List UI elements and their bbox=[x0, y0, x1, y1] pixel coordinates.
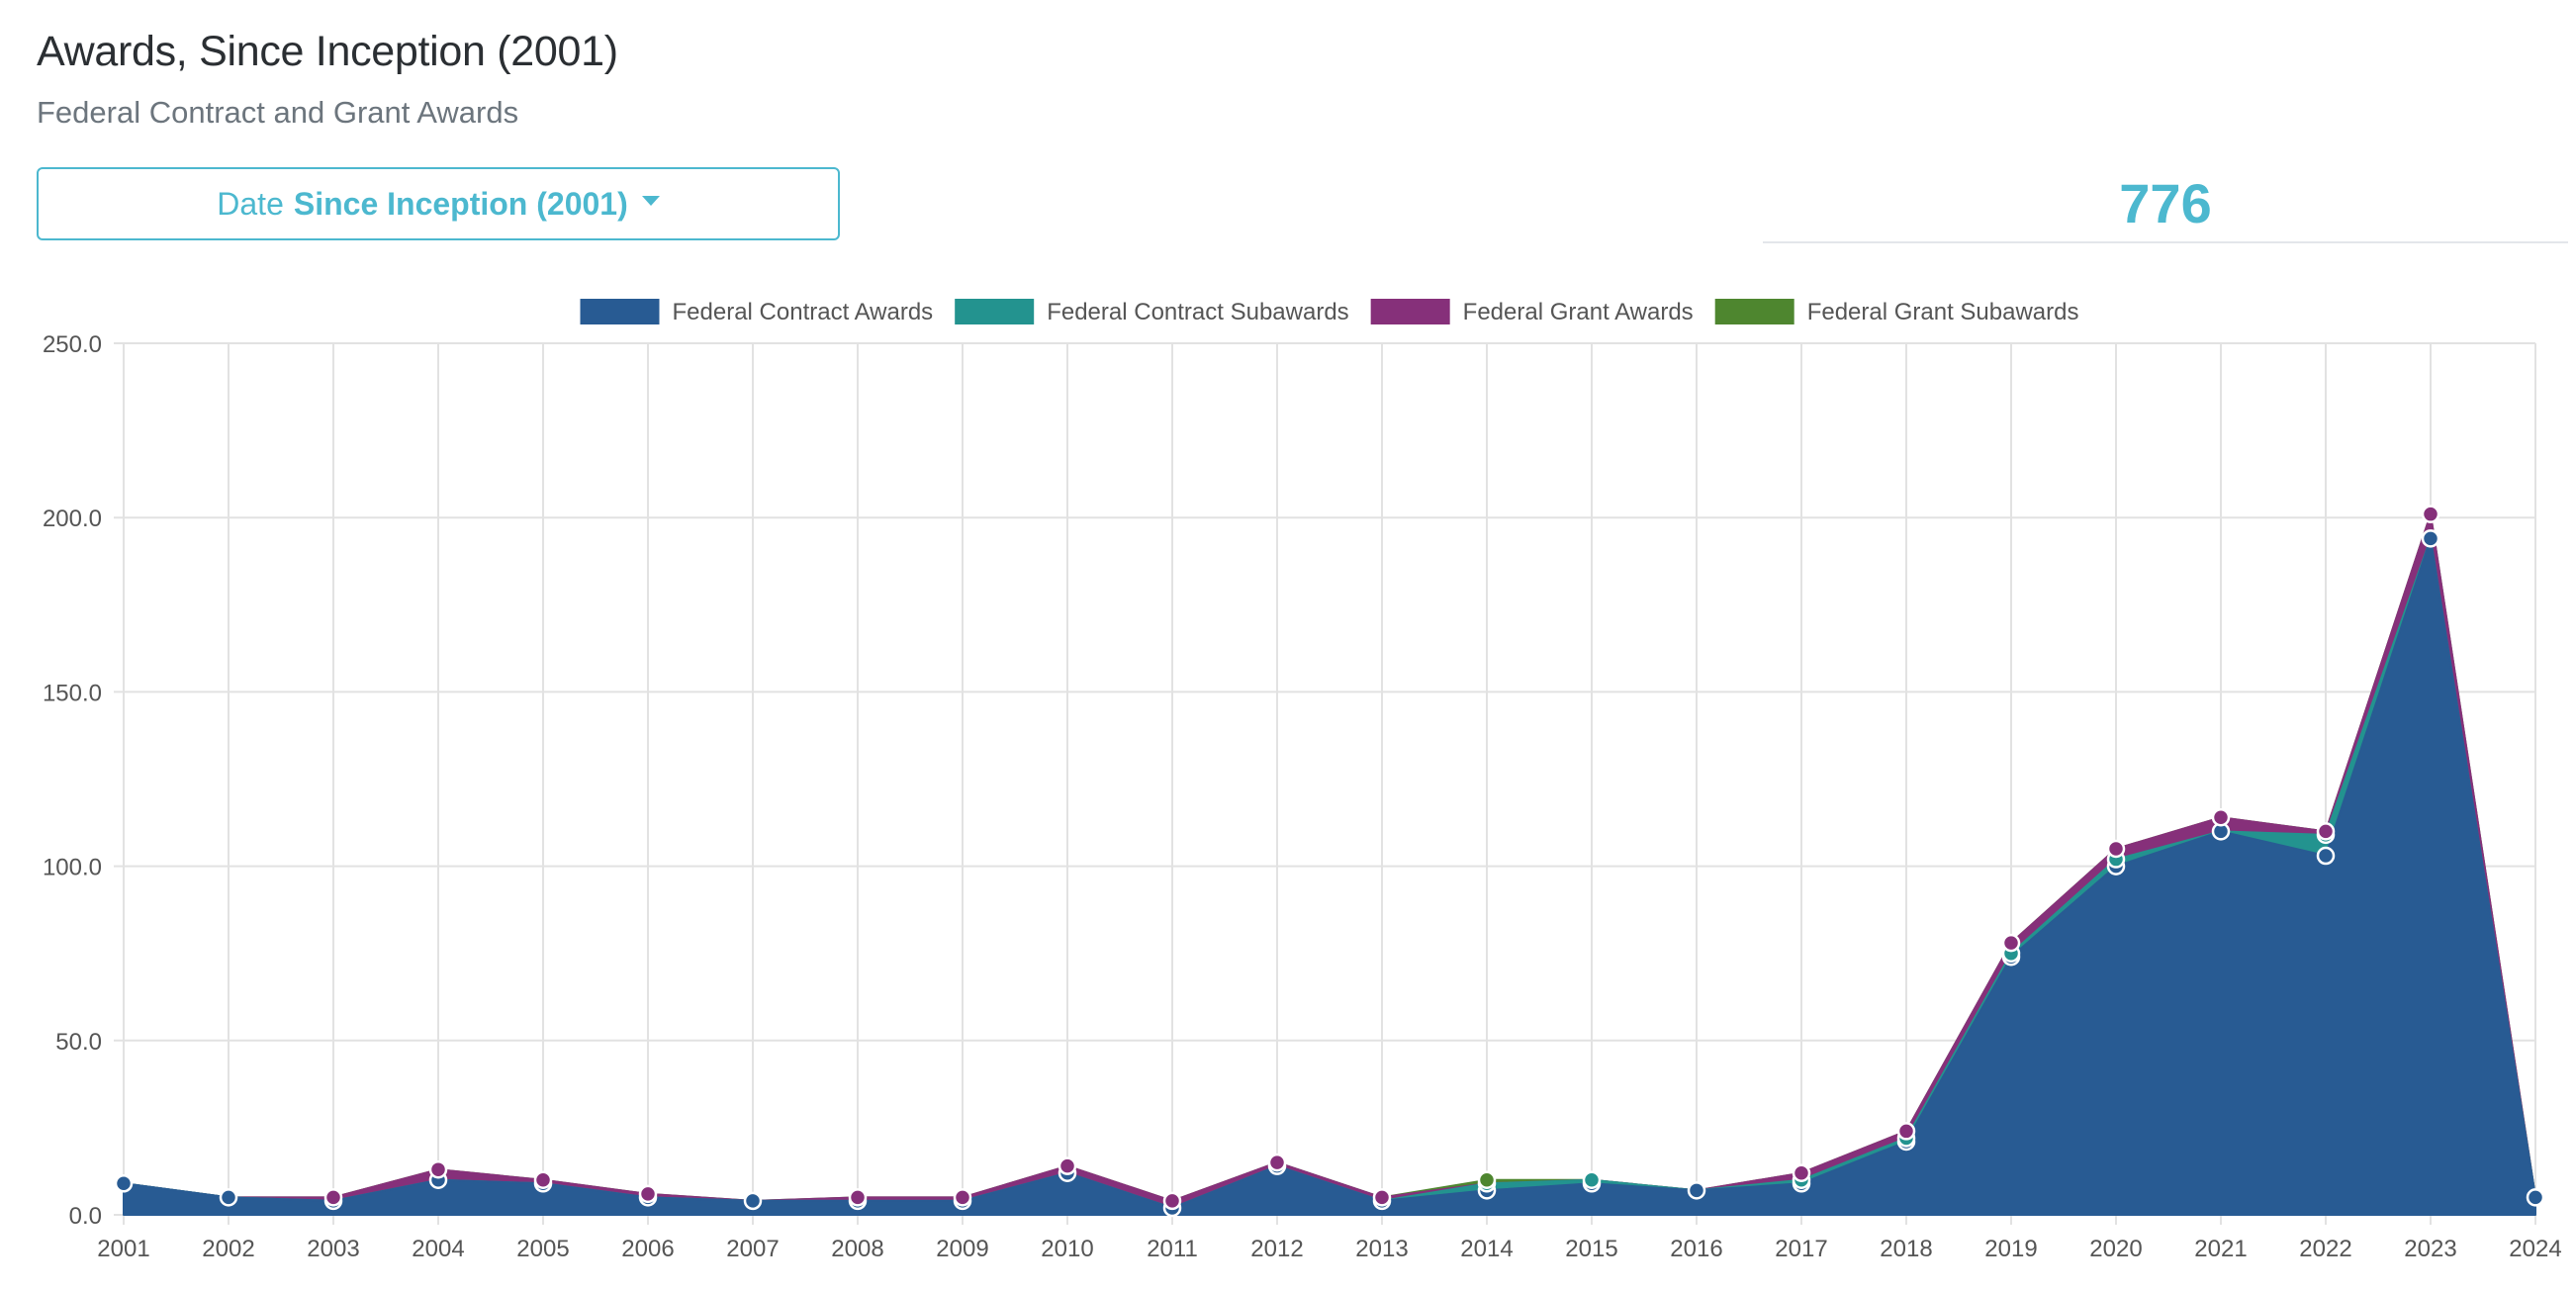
x-tick-label: 2010 bbox=[1041, 1236, 1093, 1262]
x-tick-label: 2011 bbox=[1147, 1236, 1198, 1262]
x-tick-label: 2020 bbox=[2089, 1236, 2142, 1262]
legend-label: Federal Contract Subawards bbox=[1047, 299, 1348, 325]
chart-grid: 0.0 50.0 100.0 150.0 200.0 250.0 2001 2002 2003 2… bbox=[43, 331, 2562, 1262]
y-tick-label: 200.0 bbox=[43, 506, 102, 532]
chart-points bbox=[114, 505, 2545, 1218]
data-point[interactable] bbox=[428, 1159, 448, 1179]
page-title: Awards, Since Inception (2001) bbox=[37, 28, 618, 75]
x-tick-label: 2019 bbox=[1984, 1236, 2037, 1262]
data-point[interactable] bbox=[1162, 1191, 1182, 1211]
x-tick-label: 2001 bbox=[97, 1236, 149, 1262]
y-tick-label: 50.0 bbox=[55, 1029, 102, 1056]
date-filter-dropdown[interactable]: Date Since Inception (2001) bbox=[37, 167, 840, 240]
data-point[interactable] bbox=[1058, 1156, 1077, 1175]
legend-swatch bbox=[580, 299, 660, 324]
y-tick-label: 100.0 bbox=[43, 855, 102, 881]
x-tick-label: 2007 bbox=[726, 1236, 779, 1262]
x-tick-label: 2018 bbox=[1880, 1236, 1932, 1262]
chart-areas bbox=[123, 512, 2536, 1216]
legend-item[interactable]: Federal Contract Awards bbox=[580, 299, 934, 325]
date-filter-value: Since Inception (2001) bbox=[293, 185, 628, 222]
x-tick-label: 2009 bbox=[936, 1236, 988, 1262]
legend-label: Federal Grant Awards bbox=[1463, 299, 1694, 325]
data-point[interactable] bbox=[1477, 1170, 1497, 1190]
x-tick-label: 2003 bbox=[307, 1236, 359, 1262]
legend-swatch bbox=[1714, 299, 1794, 324]
y-tick-label: 0.0 bbox=[69, 1203, 102, 1230]
data-point[interactable] bbox=[743, 1191, 763, 1211]
data-point[interactable] bbox=[638, 1184, 658, 1204]
awards-area-chart: 0.0 50.0 100.0 150.0 200.0 250.0 2001 2002 2003 2… bbox=[43, 299, 2562, 1262]
x-tick-label: 2023 bbox=[2404, 1236, 2456, 1262]
data-point[interactable] bbox=[848, 1188, 868, 1207]
x-tick-label: 2004 bbox=[412, 1236, 464, 1262]
x-tick-label: 2005 bbox=[516, 1236, 569, 1262]
x-tick-label: 2017 bbox=[1775, 1236, 1827, 1262]
x-tick-label: 2013 bbox=[1355, 1236, 1408, 1262]
x-tick-label: 2016 bbox=[1670, 1236, 1722, 1262]
data-point[interactable] bbox=[2211, 808, 2231, 827]
data-point[interactable] bbox=[1687, 1181, 1706, 1200]
x-tick-label: 2022 bbox=[2299, 1236, 2351, 1262]
data-point[interactable] bbox=[533, 1170, 553, 1190]
data-point[interactable] bbox=[323, 1188, 343, 1207]
data-point[interactable] bbox=[1267, 1153, 1287, 1172]
x-tick-label: 2006 bbox=[621, 1236, 674, 1262]
legend-item[interactable]: Federal Grant Awards bbox=[1370, 299, 1694, 325]
data-point[interactable] bbox=[219, 1188, 238, 1207]
data-point[interactable] bbox=[2106, 839, 2126, 859]
x-tick-label: 2012 bbox=[1250, 1236, 1303, 1262]
legend-swatch bbox=[1370, 299, 1450, 324]
data-point[interactable] bbox=[1372, 1188, 1392, 1207]
data-point[interactable] bbox=[2316, 846, 2336, 866]
data-point[interactable] bbox=[2001, 933, 2021, 953]
x-tick-label: 2015 bbox=[1565, 1236, 1617, 1262]
x-tick-label: 2002 bbox=[202, 1236, 254, 1262]
data-point[interactable] bbox=[2421, 529, 2440, 548]
data-point[interactable] bbox=[114, 1174, 134, 1193]
x-tick-label: 2014 bbox=[1460, 1236, 1513, 1262]
chart-legend: Federal Contract Awards Federal Contract … bbox=[580, 299, 2079, 325]
x-tick-label: 2008 bbox=[831, 1236, 883, 1262]
legend-label: Federal Contract Awards bbox=[673, 299, 934, 325]
y-tick-label: 150.0 bbox=[43, 680, 102, 706]
page-subtitle: Federal Contract and Grant Awards bbox=[37, 95, 519, 130]
y-tick-label: 250.0 bbox=[43, 331, 102, 358]
data-point[interactable] bbox=[2316, 822, 2336, 841]
x-tick-label: 2021 bbox=[2194, 1236, 2247, 1262]
data-point[interactable] bbox=[2526, 1188, 2545, 1207]
x-tick-label: 2024 bbox=[2509, 1236, 2561, 1262]
legend-item[interactable]: Federal Grant Subawards bbox=[1714, 299, 2079, 325]
date-filter-label: Date bbox=[217, 185, 284, 222]
legend-item[interactable]: Federal Contract Subawards bbox=[955, 299, 1349, 325]
data-point[interactable] bbox=[1896, 1122, 1916, 1141]
data-point[interactable] bbox=[1792, 1163, 1811, 1182]
legend-label: Federal Grant Subawards bbox=[1807, 299, 2079, 325]
data-point[interactable] bbox=[953, 1188, 972, 1207]
data-point[interactable] bbox=[2421, 505, 2440, 523]
total-awards-count: 776 bbox=[1763, 166, 2568, 243]
legend-swatch bbox=[955, 299, 1035, 324]
data-point[interactable] bbox=[1582, 1170, 1602, 1190]
series-area-federal-contract-awards bbox=[123, 537, 2536, 1216]
caret-down-icon bbox=[641, 196, 660, 206]
